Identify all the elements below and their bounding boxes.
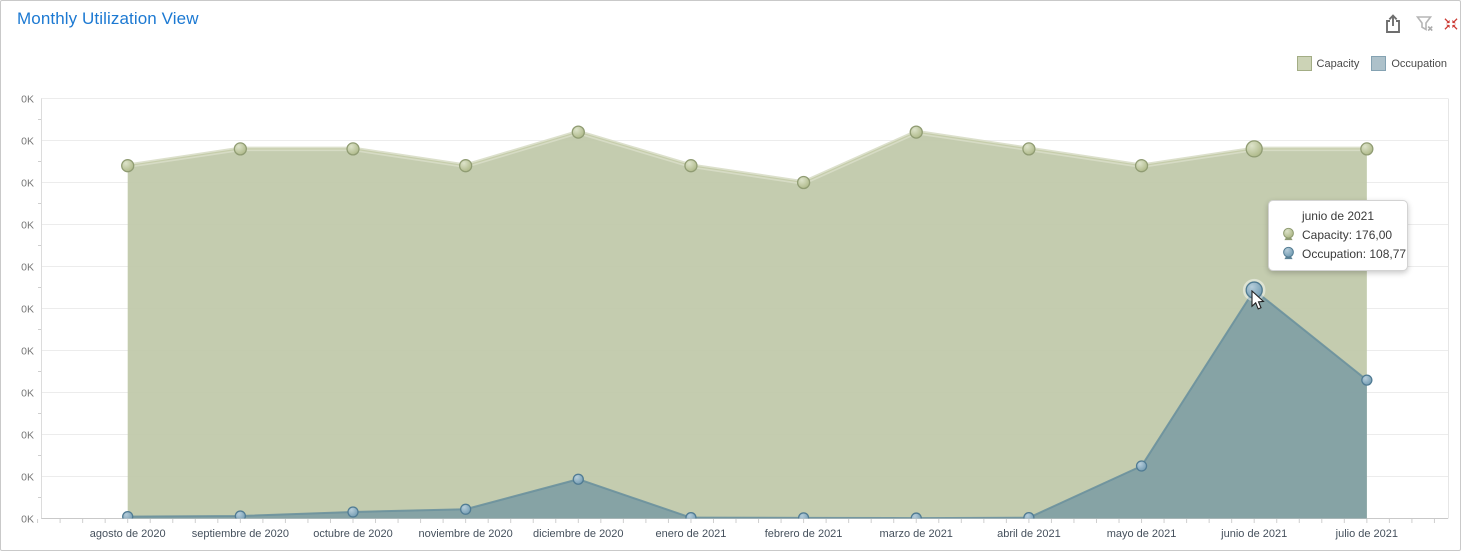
occupation-swatch-icon (1371, 56, 1387, 71)
svg-text:mayo de 2021: mayo de 2021 (1107, 528, 1177, 540)
svg-text:marzo de 2021: marzo de 2021 (880, 528, 953, 540)
occupation-point-8[interactable] (1023, 512, 1035, 523)
capacity-markers[interactable] (121, 125, 1374, 190)
capacity-point-0[interactable] (121, 159, 135, 173)
occupation-point-5[interactable] (685, 512, 697, 523)
tooltip-row-capacity: Capacity: 176,00 (1281, 227, 1407, 242)
svg-text:noviembre de 2020: noviembre de 2020 (419, 528, 513, 540)
x-axis-labels: agosto de 2020 septiembre de 2020 octubre … (90, 528, 1398, 540)
svg-text:diciembre de 2020: diciembre de 2020 (533, 528, 624, 540)
tooltip-row-occupation: Occupation: 108,77 (1281, 246, 1407, 261)
collapse-icon[interactable] (1442, 16, 1460, 32)
legend-label: Occupation (1391, 57, 1447, 70)
svg-text:0K: 0K (21, 429, 34, 441)
occupation-point-11[interactable] (1361, 374, 1373, 386)
occupation-markers[interactable] (122, 278, 1373, 523)
occupation-point-3[interactable] (459, 503, 472, 515)
capacity-point-6[interactable] (796, 175, 811, 190)
occupation-point-2[interactable] (347, 506, 359, 518)
occupation-marker-icon (1283, 246, 1294, 260)
capacity-point-2[interactable] (346, 142, 360, 156)
capacity-point-9[interactable] (1134, 159, 1149, 173)
capacity-point-7[interactable] (909, 125, 923, 139)
occupation-point-6[interactable] (797, 512, 810, 523)
page-title: Monthly Utilization View (17, 9, 199, 28)
svg-text:julio de 2021: julio de 2021 (1335, 528, 1398, 540)
chart-tooltip: junio de 2021 Capacity: 176,00 Occupatio… (1268, 200, 1408, 271)
capacity-point-4[interactable] (571, 125, 585, 139)
tooltip-title: junio de 2021 (1301, 209, 1375, 223)
capacity-marker-icon (1283, 227, 1294, 241)
svg-text:febrero de 2021: febrero de 2021 (765, 528, 843, 540)
svg-text:0K: 0K (21, 177, 34, 189)
svg-text:septiembre de 2020: septiembre de 2020 (192, 528, 289, 540)
svg-text:0K: 0K (21, 93, 34, 105)
capacity-point-5[interactable] (684, 159, 698, 173)
capacity-point-3[interactable] (458, 159, 473, 173)
svg-text:0K: 0K (21, 387, 34, 399)
svg-text:enero de 2021: enero de 2021 (655, 528, 726, 540)
occupation-point-4[interactable] (572, 473, 584, 485)
export-icon[interactable] (1383, 14, 1403, 34)
occupation-point-1[interactable] (234, 510, 246, 521)
legend-label: Capacity (1316, 57, 1360, 70)
svg-text:0K: 0K (21, 219, 34, 231)
occupation-area-series[interactable] (127, 288, 1368, 519)
legend-item-occupation[interactable]: Occupation (1371, 56, 1447, 71)
utilization-area-chart[interactable]: 0K 0K 0K 0K 0K 0K 0K 0K 0K 0K 0K agosto de 2020 sept… (1, 1, 1461, 551)
svg-text:0K: 0K (21, 303, 34, 315)
occupation-point-7[interactable] (910, 512, 922, 523)
clear-filter-icon[interactable] (1415, 14, 1435, 34)
capacity-point-10[interactable] (1245, 140, 1263, 158)
svg-text:octubre de 2020: octubre de 2020 (313, 528, 393, 540)
svg-text:agosto de 2020: agosto de 2020 (90, 528, 166, 540)
chart-legend: Capacity Occupation (1296, 56, 1447, 71)
svg-text:junio de 2021: junio de 2021 (1220, 528, 1287, 540)
occupation-point-9[interactable] (1135, 460, 1148, 472)
capacity-swatch-icon (1296, 56, 1312, 71)
capacity-point-8[interactable] (1022, 142, 1036, 156)
legend-item-capacity[interactable]: Capacity (1296, 56, 1360, 71)
svg-text:0K: 0K (21, 345, 34, 357)
svg-text:0K: 0K (21, 135, 34, 147)
mouse-cursor-icon (1251, 290, 1265, 310)
svg-text:0K: 0K (21, 513, 34, 525)
svg-text:0K: 0K (21, 261, 34, 273)
capacity-point-1[interactable] (233, 142, 248, 156)
occupation-point-0[interactable] (122, 510, 134, 522)
tooltip-occupation-value: Occupation: 108,77 (1302, 246, 1407, 261)
tooltip-capacity-value: Capacity: 176,00 (1302, 227, 1393, 242)
svg-text:0K: 0K (21, 471, 34, 483)
svg-text:abril de 2021: abril de 2021 (997, 528, 1061, 540)
capacity-area-series[interactable] (127, 129, 1367, 519)
capacity-point-11[interactable] (1360, 142, 1374, 156)
